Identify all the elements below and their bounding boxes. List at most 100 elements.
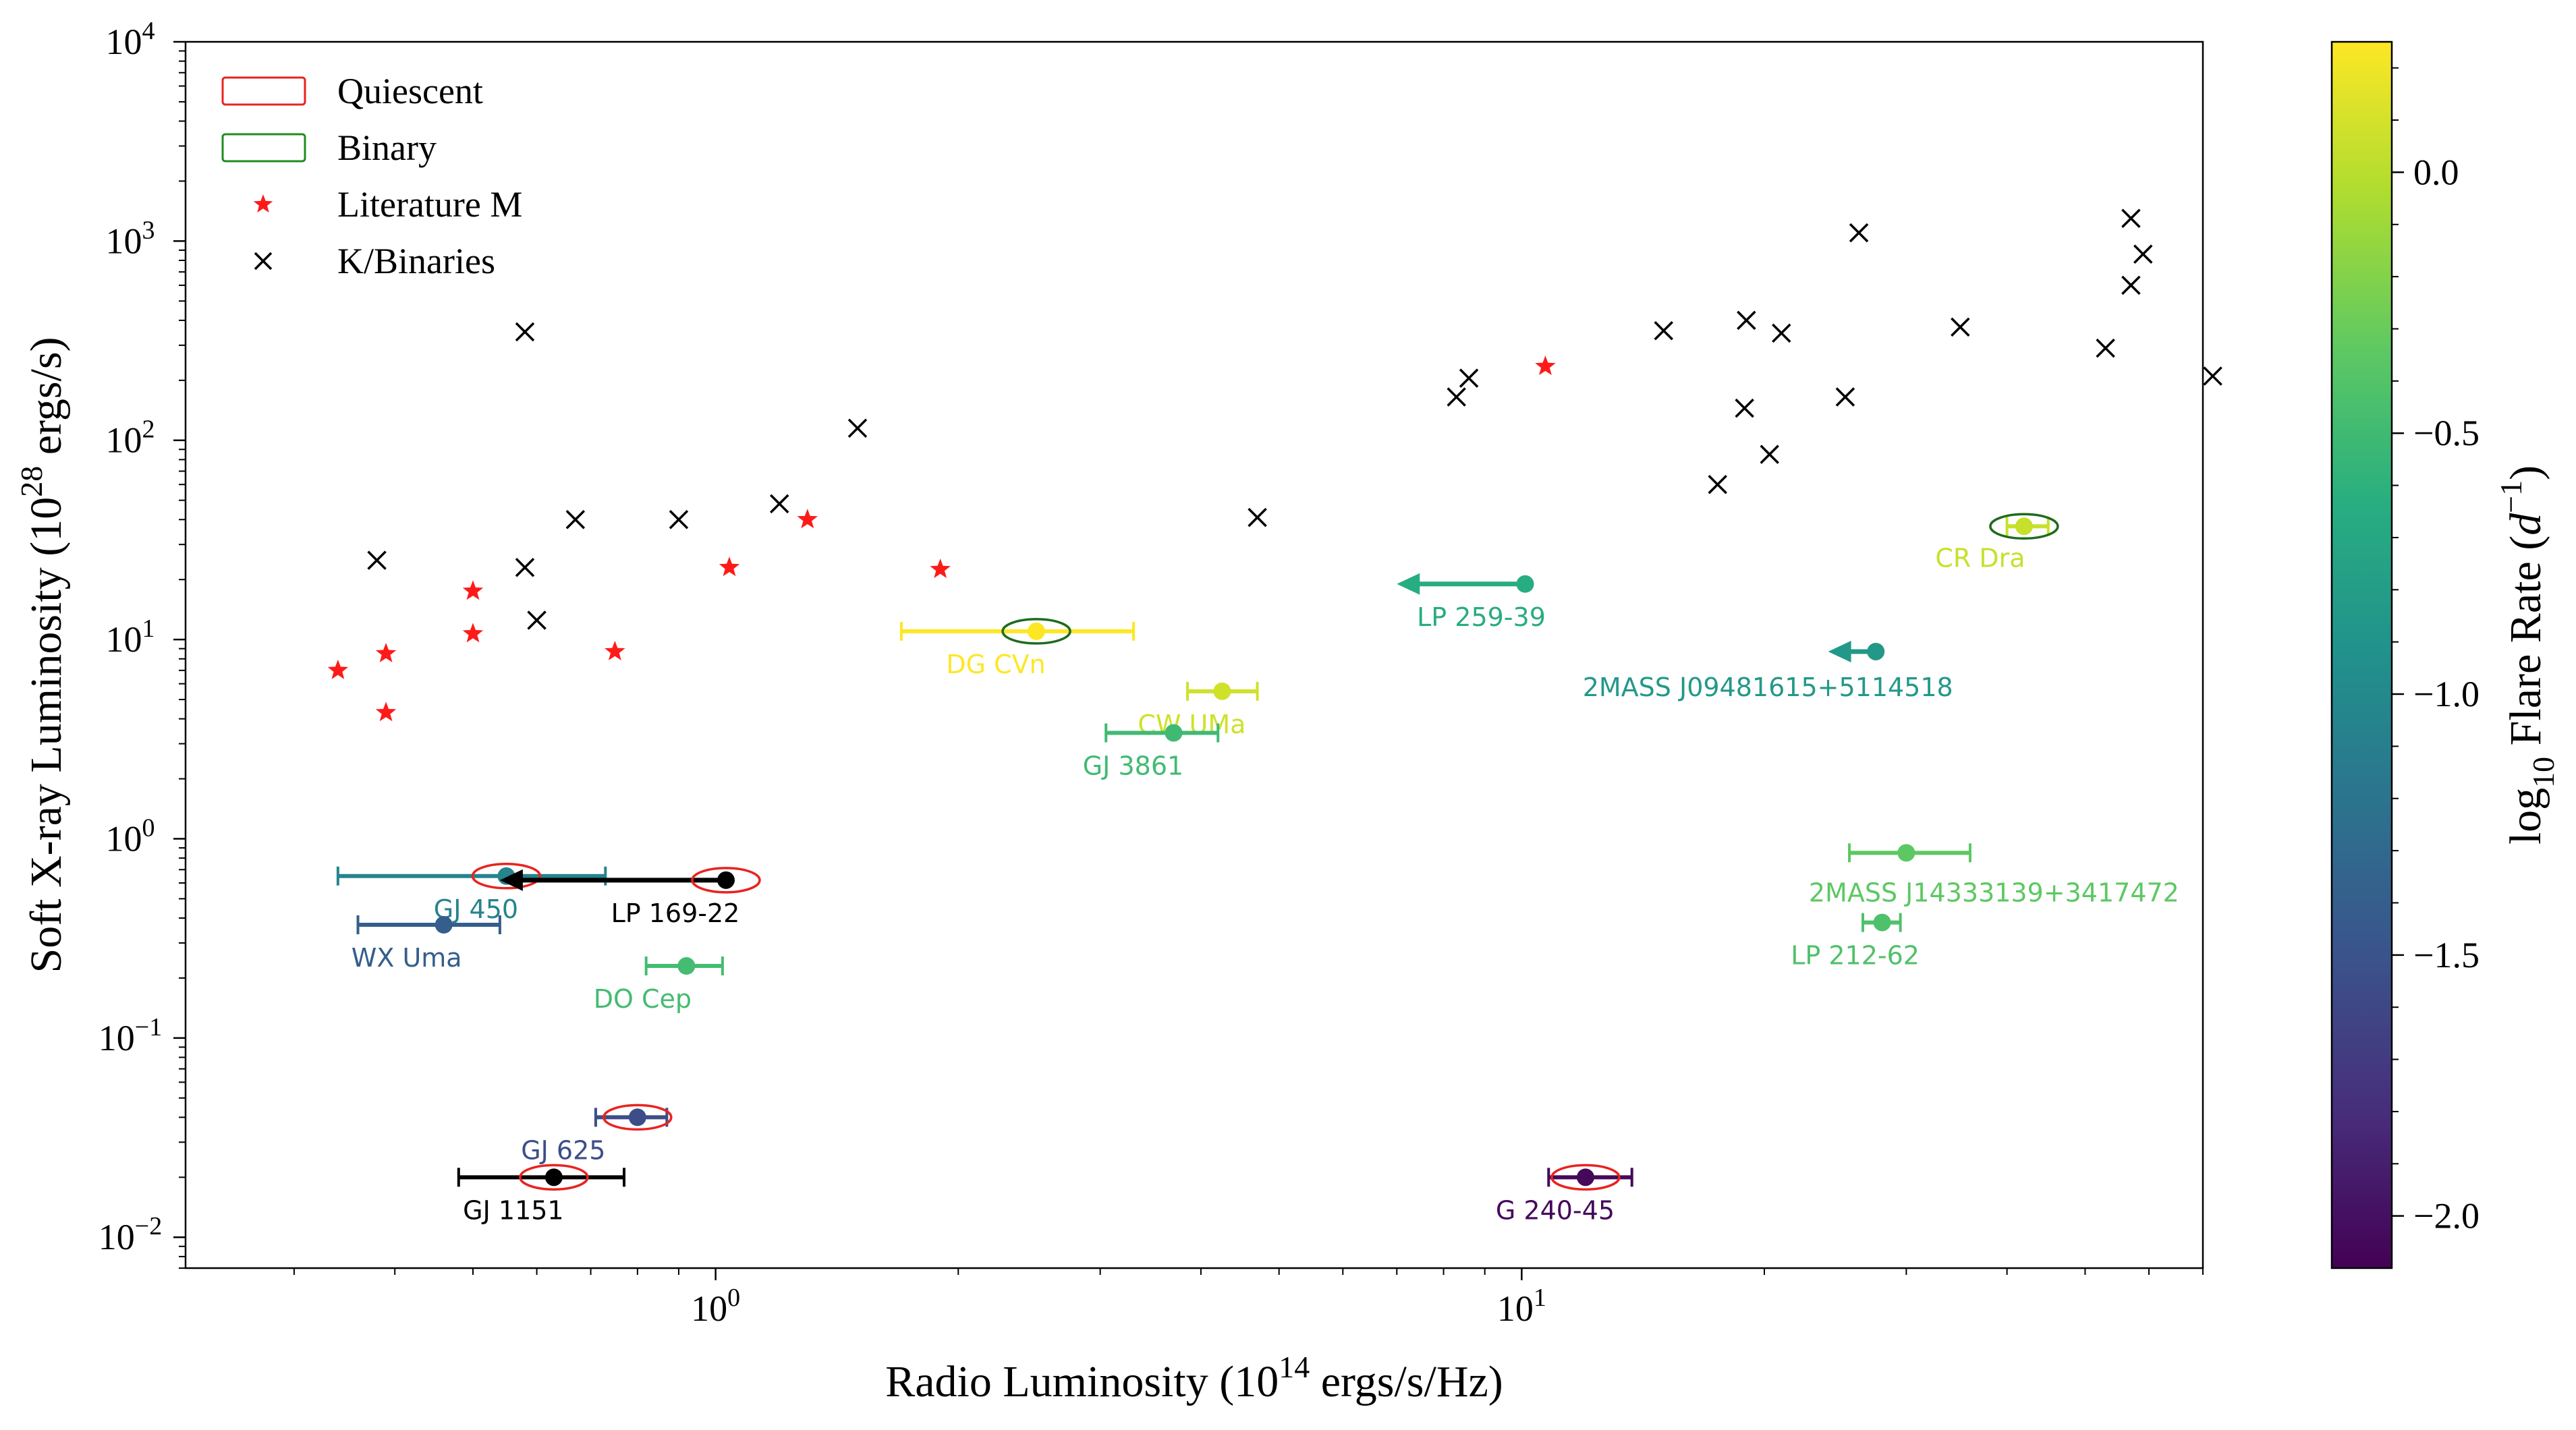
y-tick-label: 103 (106, 216, 155, 261)
y-tick-exp: 4 (142, 17, 155, 45)
legend-entry: Binary (221, 127, 437, 168)
legend-entry: Quiescent (221, 71, 483, 111)
k-binary-stroke (1708, 475, 1727, 494)
y-tick-base: 10 (99, 1018, 135, 1058)
target-label: 2MASS J14333139+3417472 (1809, 878, 2179, 907)
y-tick-label: 102 (106, 416, 155, 461)
y-tick-base: 10 (99, 1217, 135, 1257)
k-binary-stroke (847, 418, 868, 438)
target-marker (1897, 844, 1915, 862)
target-point: G 240-45 (1496, 1164, 1633, 1225)
colorbar-label-part: 10 (2526, 757, 2560, 788)
literature-m-point (375, 643, 397, 662)
k-binary-point (1737, 310, 1756, 331)
k-binary-stroke (367, 550, 387, 570)
target-label: WX Uma (352, 943, 462, 973)
k-binary-stroke (1760, 445, 1779, 464)
target-point: 2MASS J14333139+3417472 (1809, 843, 2179, 907)
target-point: DG CVn (899, 618, 1136, 679)
upper-limit-arrowhead (1397, 573, 1420, 595)
target-label: CR Dra (1935, 543, 2025, 573)
colorbar-tick-label: −1.5 (2413, 935, 2480, 975)
target-marker (435, 916, 453, 934)
k-binary-stroke (1835, 387, 1855, 407)
quiescent-ring (603, 1104, 673, 1131)
upper-limit-arrowhead (1828, 640, 1851, 662)
literature-m-point (605, 641, 625, 660)
target-marker (1028, 622, 1046, 640)
target-label: GJ 1151 (463, 1195, 563, 1225)
target-point: GJ 3861 (1083, 723, 1220, 781)
k-binary-point (1772, 323, 1791, 343)
colorbar-tick-label: 0.0 (2413, 152, 2459, 192)
target-point: GJ 450 (336, 863, 607, 924)
k-binary-stroke (1654, 320, 1673, 341)
k-binary-stroke (1735, 398, 1754, 418)
y-tick-exp: 1 (142, 614, 155, 643)
k-binary-stroke (1447, 387, 1466, 407)
k-binary-stroke (515, 322, 535, 342)
target-point: GJ 1151 (457, 1164, 626, 1225)
k-binary-stroke (1737, 310, 1756, 331)
target-point: 2MASS J09481615+5114518 (1583, 640, 1953, 702)
k-binary-point (2133, 244, 2153, 264)
y-tick-label: 100 (106, 813, 155, 859)
k-binary-stroke (1772, 323, 1791, 343)
x-axis-label-part: 10 (1234, 1357, 1279, 1406)
k-binary-point (847, 418, 868, 438)
target-label: G 240-45 (1496, 1195, 1615, 1225)
y-tick-base: 10 (106, 221, 142, 261)
colorbar-tick-label: −2.0 (2413, 1196, 2480, 1236)
target-point: LP 169-22 (499, 867, 761, 928)
x-tick-label: 100 (691, 1284, 740, 1329)
target-label: GJ 3861 (1083, 751, 1183, 781)
colorbar-label-part: d (2501, 513, 2550, 536)
y-tick-label: 10−2 (99, 1212, 162, 1257)
y-tick-base: 10 (106, 22, 142, 62)
target-point: GJ 625 (521, 1104, 673, 1165)
k-binary-point (367, 550, 387, 570)
legend: Quiescent Binary Literature M K/Binaries (221, 71, 522, 281)
k-binary-point (515, 558, 535, 577)
colorbar-label-part: −1 (2494, 480, 2528, 513)
legend-swatch (221, 76, 306, 106)
k-binary-point (1447, 387, 1466, 407)
y-axis-label-part: 28 (14, 466, 49, 497)
k-binary-point (1849, 223, 1869, 243)
x-axis-label-part: Radio Luminosity ( (885, 1357, 1234, 1406)
y-tick-exp: −1 (135, 1013, 162, 1041)
literature-m-point (462, 623, 484, 643)
x-tick-base: 10 (691, 1288, 727, 1329)
target-point: LP 212-62 (1791, 913, 1920, 971)
k-binary-stroke (2133, 244, 2153, 264)
y-tick-label: 104 (106, 17, 155, 62)
k-binary-stroke (254, 252, 273, 270)
target-marker (544, 1168, 563, 1186)
k-binary-stroke (527, 610, 547, 630)
target-point: LP 259-39 (1397, 573, 1546, 632)
k-binary-stroke (769, 494, 789, 514)
target-marker (1213, 682, 1231, 700)
literature-m-point (327, 659, 349, 679)
target-label: LP 259-39 (1417, 602, 1546, 632)
y-tick-exp: 3 (142, 216, 155, 244)
plot-area: DG CVn CW UMa GJ 3861 LP 259-39 2MASS J09481… (327, 208, 2222, 1225)
k-binary-point (1951, 317, 1970, 337)
literature-m-point (462, 580, 484, 600)
plot-frame (184, 40, 2204, 1269)
x-tick-label: 101 (1497, 1284, 1546, 1329)
target-label: DG CVn (946, 650, 1045, 679)
y-tick-base: 10 (106, 420, 142, 461)
quiescent-ring (519, 1164, 589, 1191)
target-point: WX Uma (352, 915, 501, 973)
k-binary-point (2203, 366, 2222, 386)
k-binary-point (669, 510, 689, 530)
target-point: CR Dra (1935, 513, 2059, 573)
colorbar-tick-label: −1.0 (2413, 674, 2480, 714)
k-binary-stroke (1248, 507, 1267, 527)
x-axis-label: Radio Luminosity (1014 ergs/s/Hz) (885, 1350, 1503, 1406)
legend-label: K/Binaries (337, 241, 495, 281)
legend-label: Binary (337, 127, 437, 168)
k-binary-stroke (2203, 366, 2222, 386)
k-binary-point (2121, 275, 2141, 295)
